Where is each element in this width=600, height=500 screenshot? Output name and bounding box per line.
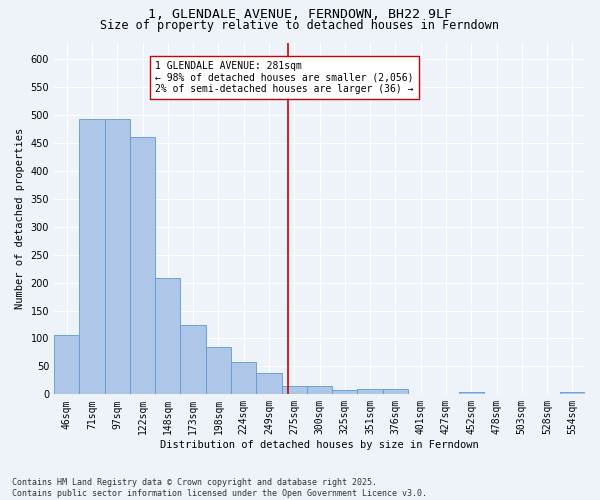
- Bar: [383, 388, 408, 394]
- X-axis label: Distribution of detached houses by size in Ferndown: Distribution of detached houses by size …: [160, 440, 479, 450]
- Bar: [206, 348, 231, 395]
- Bar: [281, 386, 307, 394]
- Text: Size of property relative to detached houses in Ferndown: Size of property relative to detached ho…: [101, 19, 499, 32]
- Bar: [155, 278, 181, 394]
- Y-axis label: Number of detached properties: Number of detached properties: [15, 128, 25, 309]
- Bar: [79, 119, 104, 394]
- Text: 1, GLENDALE AVENUE, FERNDOWN, BH22 9LF: 1, GLENDALE AVENUE, FERNDOWN, BH22 9LF: [148, 8, 452, 20]
- Bar: [560, 392, 585, 394]
- Bar: [231, 362, 256, 394]
- Bar: [181, 324, 206, 394]
- Bar: [104, 119, 130, 394]
- Bar: [54, 334, 79, 394]
- Bar: [130, 138, 155, 394]
- Text: Contains HM Land Registry data © Crown copyright and database right 2025.
Contai: Contains HM Land Registry data © Crown c…: [12, 478, 427, 498]
- Bar: [307, 386, 332, 394]
- Text: 1 GLENDALE AVENUE: 281sqm
← 98% of detached houses are smaller (2,056)
2% of sem: 1 GLENDALE AVENUE: 281sqm ← 98% of detac…: [155, 61, 413, 94]
- Bar: [332, 390, 358, 394]
- Bar: [458, 392, 484, 394]
- Bar: [358, 388, 383, 394]
- Bar: [256, 372, 281, 394]
